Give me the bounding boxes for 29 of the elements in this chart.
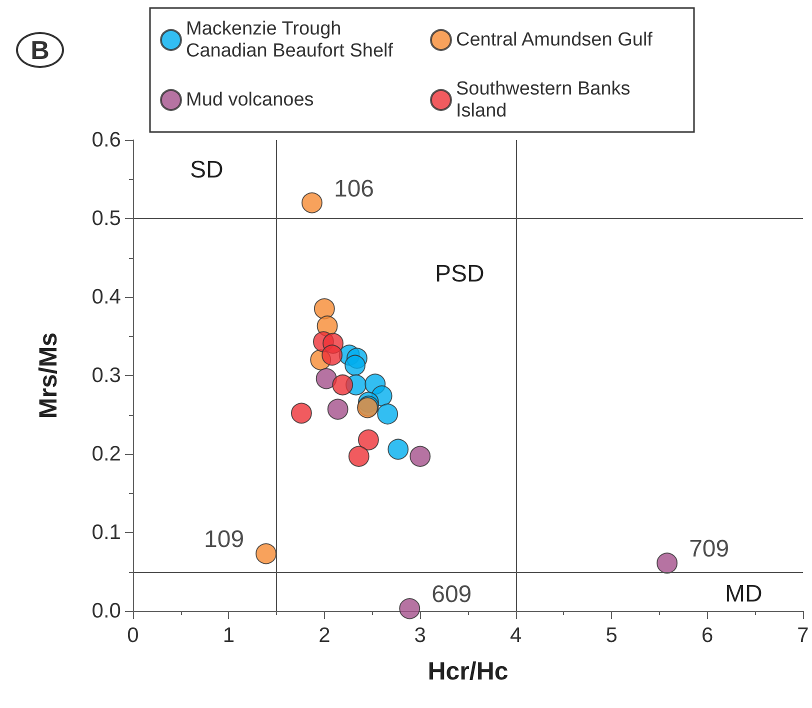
annotation: 109 [204,526,244,554]
annotation: PSD [435,260,484,288]
annotation: 609 [432,581,472,608]
x-axis-title: Hcr/Hc [428,658,508,686]
legend-label: Mud volcanoes [186,90,314,110]
x-tick-label: 6 [701,624,714,647]
y-tick-label: 0.5 [92,207,121,230]
legend-label: Mackenzie Trough Canadian Beaufort Shelf [186,18,394,62]
y-tick-label: 0.4 [92,286,122,308]
y-tick-label: 0.3 [92,364,121,387]
annotation: 106 [334,175,374,202]
x-tick-label: 0 [127,624,139,647]
x-tick-label: 2 [318,624,330,647]
y-axis-title: Mrs/Ms [34,332,62,419]
text: B [16,32,64,68]
legend-label: Southwestern Banks Island [456,78,636,122]
annotation: 709 [689,536,730,563]
x-tick-label: 1 [222,624,235,647]
annotation: SD [190,156,224,184]
y-tick-label: 0.6 [92,128,121,152]
annotation: MD [725,580,762,608]
legend-label: Central Amundsen Gulf [456,30,654,50]
y-tick-label: 0.1 [92,521,121,544]
y-tick-label: 0.0 [92,600,121,622]
x-tick-label: 3 [414,624,426,647]
x-tick-label: 5 [606,624,618,647]
y-tick-label: 0.2 [92,442,121,466]
x-tick-label: 7 [797,624,809,647]
x-tick-label: 4 [510,624,522,647]
